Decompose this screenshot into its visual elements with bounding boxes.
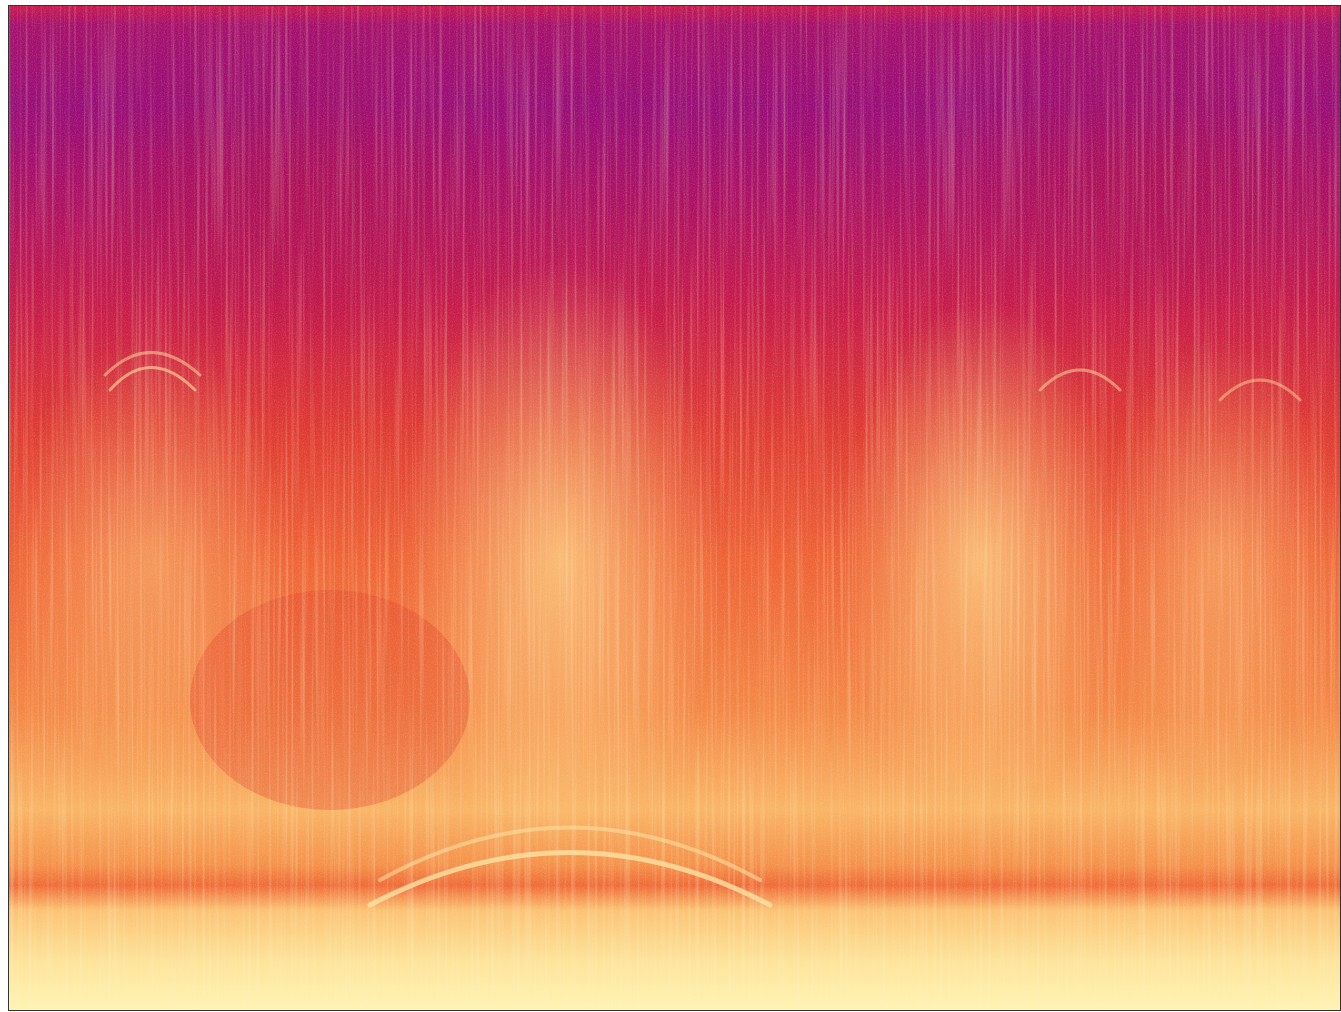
harmonic-arcs xyxy=(103,351,1302,908)
grain xyxy=(8,5,1341,1011)
spectrogram-image xyxy=(8,5,1341,1011)
